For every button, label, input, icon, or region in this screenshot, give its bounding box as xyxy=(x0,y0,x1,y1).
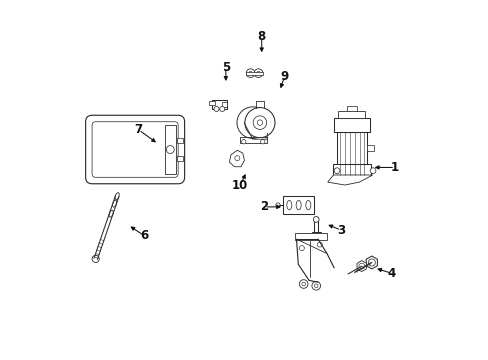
Circle shape xyxy=(299,246,304,251)
Ellipse shape xyxy=(296,201,301,210)
Circle shape xyxy=(256,71,260,75)
Text: 8: 8 xyxy=(257,30,265,43)
Text: 7: 7 xyxy=(134,123,142,136)
Bar xyxy=(338,111,365,118)
Polygon shape xyxy=(229,150,244,167)
Polygon shape xyxy=(327,175,372,185)
Bar xyxy=(333,118,369,132)
Text: 1: 1 xyxy=(390,161,398,174)
Circle shape xyxy=(244,108,274,138)
Circle shape xyxy=(313,217,319,222)
Bar xyxy=(366,145,373,151)
Circle shape xyxy=(260,140,264,144)
Circle shape xyxy=(299,280,307,288)
Bar xyxy=(164,125,176,175)
Circle shape xyxy=(311,282,320,290)
Text: 5: 5 xyxy=(221,60,229,73)
Text: 3: 3 xyxy=(337,224,345,237)
Circle shape xyxy=(214,107,219,112)
Circle shape xyxy=(234,156,239,161)
Ellipse shape xyxy=(115,193,119,199)
Bar xyxy=(336,132,366,175)
Text: 4: 4 xyxy=(386,267,395,280)
Text: 6: 6 xyxy=(140,229,148,242)
Circle shape xyxy=(257,120,262,125)
Circle shape xyxy=(358,263,364,269)
Circle shape xyxy=(248,71,252,75)
Bar xyxy=(283,197,313,214)
Ellipse shape xyxy=(109,210,113,217)
Bar xyxy=(176,138,183,143)
Circle shape xyxy=(301,282,305,286)
Bar xyxy=(346,106,357,111)
Bar xyxy=(240,137,266,143)
Circle shape xyxy=(166,145,174,153)
Bar xyxy=(212,100,226,109)
Bar xyxy=(333,164,370,175)
Text: 10: 10 xyxy=(231,179,247,192)
FancyBboxPatch shape xyxy=(85,115,184,184)
Bar xyxy=(314,221,317,231)
Polygon shape xyxy=(356,261,366,271)
Bar xyxy=(176,156,183,161)
Circle shape xyxy=(369,168,375,174)
Bar xyxy=(208,101,215,105)
Text: 9: 9 xyxy=(280,69,288,82)
Circle shape xyxy=(92,255,99,262)
Ellipse shape xyxy=(112,200,117,207)
Circle shape xyxy=(317,242,322,247)
Polygon shape xyxy=(366,256,377,269)
Circle shape xyxy=(314,284,317,288)
Bar xyxy=(221,102,226,107)
Text: 2: 2 xyxy=(260,201,268,213)
Bar xyxy=(246,72,262,75)
Ellipse shape xyxy=(286,201,291,210)
Circle shape xyxy=(254,69,262,77)
Ellipse shape xyxy=(305,201,310,210)
Circle shape xyxy=(333,168,339,174)
Circle shape xyxy=(367,259,375,266)
FancyBboxPatch shape xyxy=(92,122,178,177)
Bar xyxy=(294,233,326,240)
Circle shape xyxy=(275,203,280,207)
Circle shape xyxy=(219,107,224,112)
Circle shape xyxy=(241,140,245,144)
Circle shape xyxy=(246,69,254,77)
Circle shape xyxy=(253,116,266,129)
